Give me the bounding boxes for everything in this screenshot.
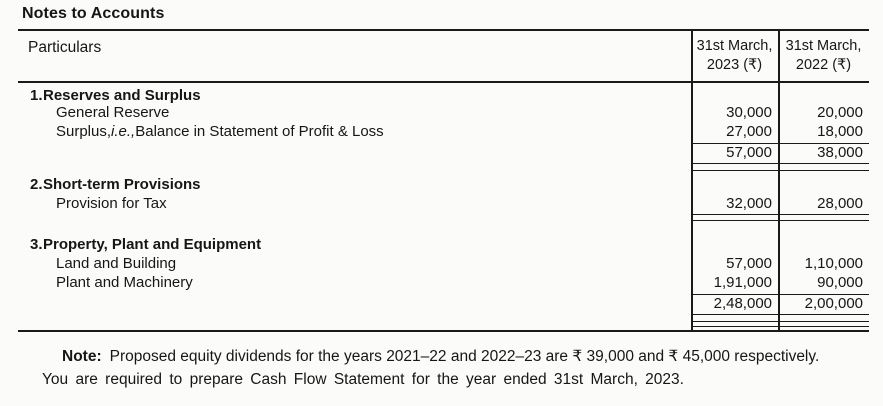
amount-2023: 32,000	[726, 195, 772, 212]
table-header-row: Particulars 31st March, 2023 (₹) 31st Ma…	[18, 31, 869, 83]
section-heading-row: 1. Reserves and Surplus	[18, 86, 869, 106]
amount-2022: 1,10,000	[804, 255, 863, 272]
amount-2023: 27,000	[726, 123, 772, 140]
total-2022: 38,000	[817, 144, 863, 161]
total-2023: 57,000	[726, 144, 772, 161]
section-number: 2.	[30, 176, 43, 193]
closing-rule	[691, 326, 869, 327]
section-heading: Reserves and Surplus	[43, 87, 201, 104]
section-number: 3.	[30, 236, 43, 253]
page-title: Notes to Accounts	[22, 5, 165, 22]
column-header-2023: 31st March, 2023 (₹)	[696, 38, 773, 73]
note-line-2: You are required to prepare Cash Flow St…	[42, 371, 684, 388]
row-label: Land and Building	[56, 255, 177, 272]
table-row: Surplus, i.e., Balance in Statement of P…	[18, 122, 869, 142]
column-divider	[691, 31, 693, 330]
amount-2022: 20,000	[817, 104, 863, 121]
total-rule	[691, 163, 869, 164]
table-row: Plant and Machinery 1,91,000 90,000	[18, 273, 869, 293]
total-rule	[691, 294, 869, 295]
amount-2022: 18,000	[817, 123, 863, 140]
row-label: General Reserve	[56, 104, 170, 121]
note-label: Note:	[62, 348, 102, 365]
amount-2022: 90,000	[817, 274, 863, 291]
total-2023: 2,48,000	[713, 295, 772, 312]
section-heading: Short-term Provisions	[43, 176, 201, 193]
row-label: Provision for Tax	[56, 195, 167, 212]
amount-2022: 28,000	[817, 195, 863, 212]
section-number: 1.	[30, 87, 43, 104]
table-body: 1. Reserves and Surplus General Reserve …	[18, 83, 869, 329]
section-heading: Property, Plant and Equipment	[43, 236, 262, 253]
column-header-particulars: Particulars	[28, 39, 102, 56]
total-row: 57,000 38,000	[18, 143, 869, 163]
amount-2023: 1,91,000	[713, 274, 772, 291]
closing-rule	[691, 170, 869, 171]
total-row: 2,48,000 2,00,000	[18, 294, 869, 314]
section-heading-row: 2. Short-term Provisions	[18, 175, 869, 195]
total-rule	[691, 314, 869, 315]
row-label: Surplus, i.e., Balance in Statement of P…	[56, 123, 384, 140]
column-header-2022: 31st March, 2022 (₹)	[785, 38, 862, 73]
note-line-1: Note: Proposed equity dividends for the y…	[62, 348, 820, 365]
total-2022: 2,00,000	[804, 295, 863, 312]
amount-2023: 57,000	[726, 255, 772, 272]
column-divider	[778, 31, 780, 330]
table-row: Land and Building 57,000 1,10,000	[18, 254, 869, 274]
amount-2023: 30,000	[726, 104, 772, 121]
table-row: General Reserve 30,000 20,000	[18, 103, 869, 123]
closing-rule	[691, 321, 869, 322]
table-row: Provision for Tax 32,000 28,000	[18, 194, 869, 214]
closing-rule	[691, 220, 869, 221]
total-rule	[691, 143, 869, 144]
note-block: Note: Proposed equity dividends for the y…	[18, 345, 870, 391]
row-label: Plant and Machinery	[56, 274, 193, 291]
section-heading-row: 3. Property, Plant and Equipment	[18, 235, 869, 255]
notes-to-accounts-table: Particulars 31st March, 2023 (₹) 31st Ma…	[18, 29, 869, 332]
total-rule	[691, 214, 869, 215]
